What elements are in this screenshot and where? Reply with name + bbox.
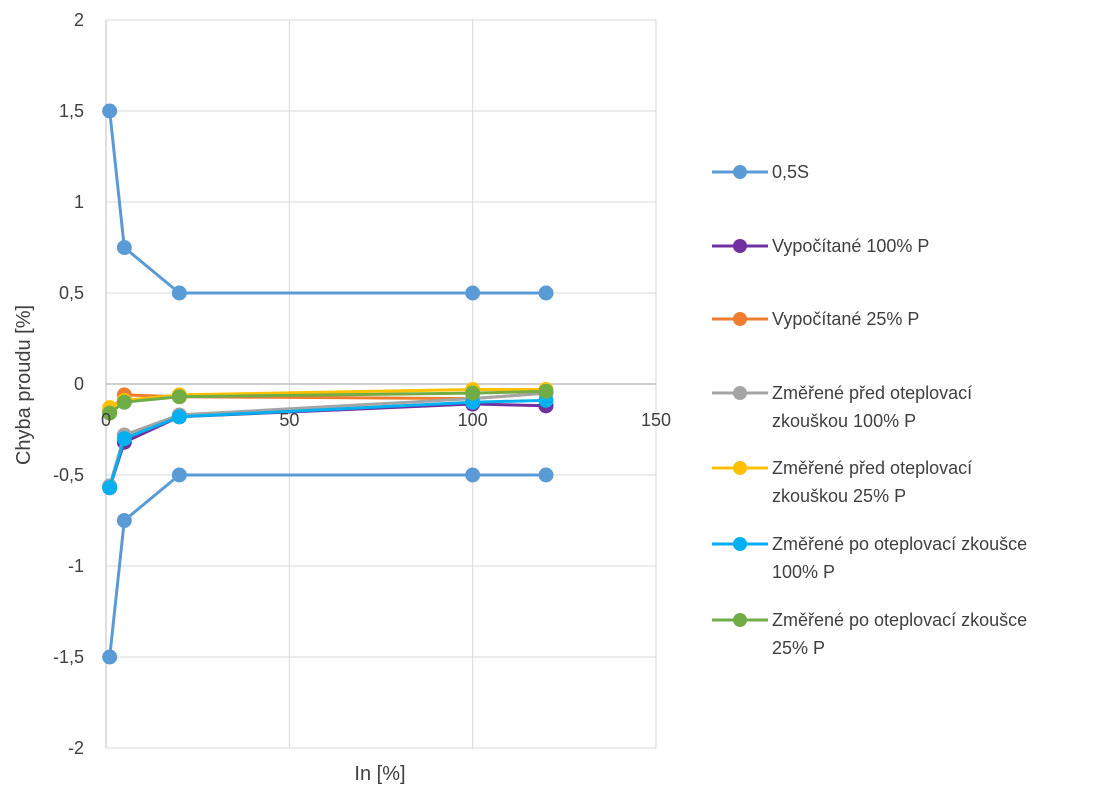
legend-item: Vypočítané 25% P	[712, 309, 919, 329]
data-point	[538, 285, 554, 301]
data-point	[171, 389, 187, 405]
y-axis-title: Chyba proudu [%]	[13, 305, 35, 465]
data-point	[171, 409, 187, 425]
tick-labels: 2 1,5 1 0,5 0 -0,5 -1 -1,5 -2 0 50 100 150	[53, 10, 671, 758]
y-tick-label: 0,5	[59, 283, 84, 303]
series-Změřené po oteplovací zkoušce 100% P	[102, 392, 554, 496]
y-tick-label: 2	[74, 10, 84, 30]
data-point	[171, 467, 187, 483]
data-point	[538, 383, 554, 399]
series-Změřené po oteplovací zkoušce 25% P	[102, 383, 554, 421]
data-point	[116, 394, 132, 410]
legend-item: Změřené po oteplovací zkoušce 25% P	[712, 610, 1027, 658]
x-tick-label: 150	[641, 410, 671, 430]
y-tick-label: 0	[74, 374, 84, 394]
legend-swatch-marker	[733, 537, 747, 551]
data-point	[116, 240, 132, 255]
data-point	[465, 285, 481, 301]
legend: 0,5S Vypočítané 100% P Vypočítané 25% P Změ…	[712, 162, 1027, 658]
legend-item: Změřené před oteplovací zkouškou 25% P	[712, 458, 972, 506]
legend-swatch-marker	[733, 386, 747, 400]
series-group	[102, 103, 554, 665]
y-tick-label: -2	[68, 738, 84, 758]
data-point	[116, 513, 132, 528]
series-0,5S	[102, 103, 554, 665]
data-point	[102, 405, 118, 421]
data-point	[102, 480, 118, 496]
data-point	[465, 467, 481, 483]
data-point	[116, 431, 132, 447]
x-tick-label: 50	[279, 410, 299, 430]
legend-swatch-marker	[733, 239, 747, 253]
x-axis-title: In [%]	[354, 763, 405, 785]
legend-swatch-marker	[733, 312, 747, 326]
y-tick-label: 1,5	[59, 101, 84, 121]
x-tick-label: 0	[101, 410, 111, 430]
data-point	[538, 467, 554, 483]
data-point	[102, 103, 118, 119]
legend-label: 0,5S	[772, 162, 809, 182]
legend-label: Změřené po oteplovací zkoušce 100% P	[772, 534, 1027, 582]
legend-item: Změřené po oteplovací zkoušce 100% P	[712, 534, 1027, 582]
legend-item: 0,5S	[712, 162, 809, 182]
legend-swatch-marker	[733, 165, 747, 179]
y-tick-label: -1	[68, 556, 84, 576]
legend-label: Změřené po oteplovací zkoušce 25% P	[772, 610, 1027, 658]
legend-label: Změřené před oteplovací zkouškou 25% P	[772, 458, 972, 506]
data-point	[102, 649, 118, 665]
data-point	[171, 285, 187, 301]
legend-swatch-marker	[733, 613, 747, 627]
y-tick-label: 1	[74, 192, 84, 212]
axes	[105, 20, 656, 748]
legend-item: Změřené před oteplovací zkouškou 100% P	[712, 383, 972, 431]
legend-label: Vypočítané 100% P	[772, 236, 929, 256]
legend-swatch-marker	[733, 461, 747, 475]
y-tick-label: -1,5	[53, 647, 84, 667]
legend-label: Vypočítané 25% P	[772, 309, 919, 329]
y-tick-label: -0,5	[53, 465, 84, 485]
legend-item: Vypočítané 100% P	[712, 236, 929, 256]
data-point	[465, 385, 481, 401]
x-tick-label: 100	[458, 410, 488, 430]
legend-label: Změřené před oteplovací zkouškou 100% P	[772, 383, 972, 431]
